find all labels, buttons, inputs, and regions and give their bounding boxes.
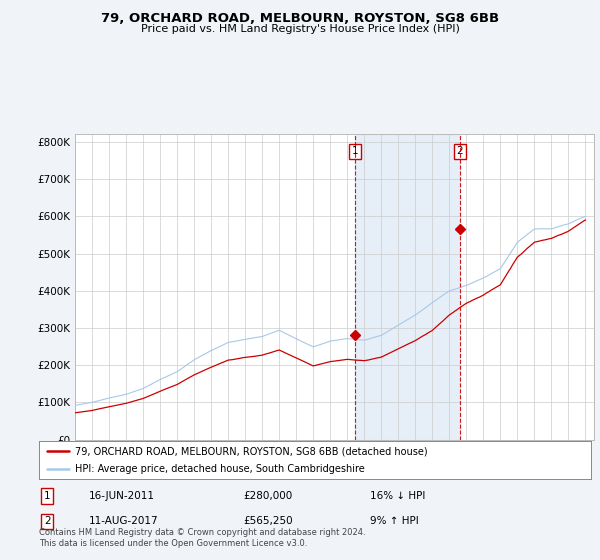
- Text: Price paid vs. HM Land Registry's House Price Index (HPI): Price paid vs. HM Land Registry's House …: [140, 24, 460, 34]
- Text: 1: 1: [352, 146, 358, 156]
- Text: 79, ORCHARD ROAD, MELBOURN, ROYSTON, SG8 6BB (detached house): 79, ORCHARD ROAD, MELBOURN, ROYSTON, SG8…: [75, 446, 428, 456]
- Text: 79, ORCHARD ROAD, MELBOURN, ROYSTON, SG8 6BB: 79, ORCHARD ROAD, MELBOURN, ROYSTON, SG8…: [101, 12, 499, 25]
- Text: 16-JUN-2011: 16-JUN-2011: [89, 491, 155, 501]
- Bar: [355, 134, 460, 440]
- Text: 11-AUG-2017: 11-AUG-2017: [89, 516, 158, 526]
- Text: 9% ↑ HPI: 9% ↑ HPI: [370, 516, 419, 526]
- Text: 2: 2: [457, 146, 463, 156]
- Text: Contains HM Land Registry data © Crown copyright and database right 2024.
This d: Contains HM Land Registry data © Crown c…: [39, 528, 365, 548]
- Text: 16% ↓ HPI: 16% ↓ HPI: [370, 491, 425, 501]
- Text: 2: 2: [44, 516, 50, 526]
- Text: £280,000: £280,000: [243, 491, 292, 501]
- Text: £565,250: £565,250: [243, 516, 293, 526]
- Text: HPI: Average price, detached house, South Cambridgeshire: HPI: Average price, detached house, Sout…: [75, 464, 365, 474]
- Text: 1: 1: [44, 491, 50, 501]
